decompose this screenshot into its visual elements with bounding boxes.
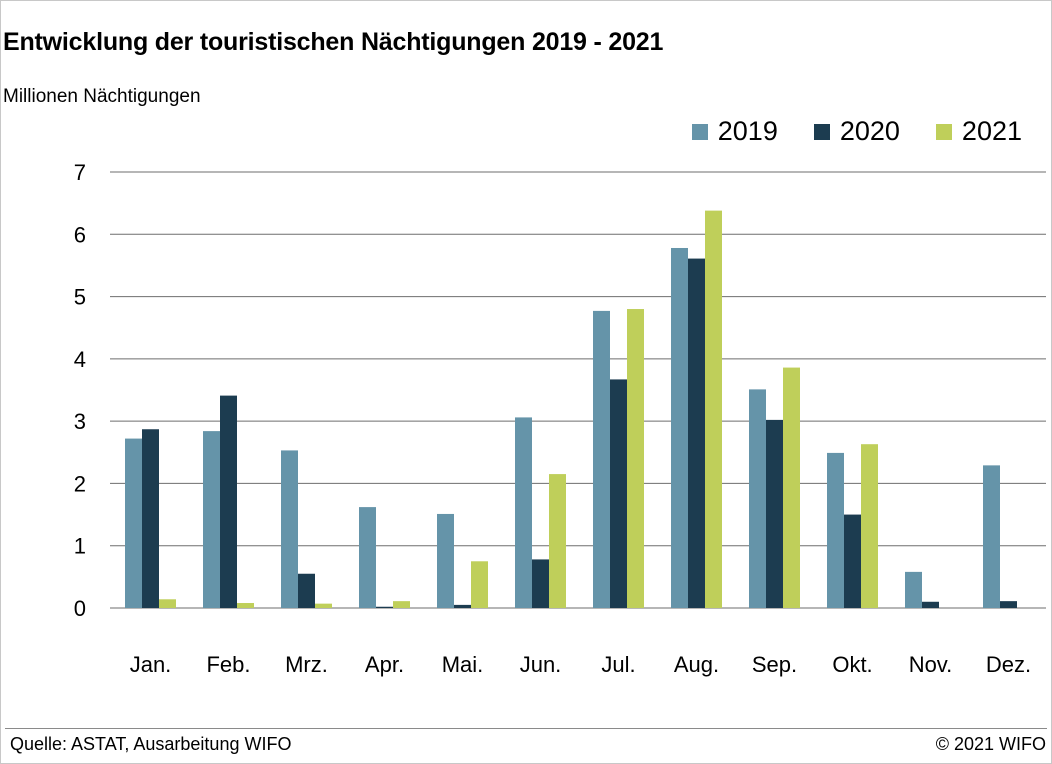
bar-2020-okt <box>844 514 861 608</box>
bar-2020-jul <box>610 379 627 608</box>
bar-2019-jul <box>593 310 610 608</box>
bar-2019-nov <box>905 571 922 608</box>
bar-2019-okt <box>827 452 844 608</box>
bar-2021-okt <box>861 444 878 608</box>
y-tick-label: 1 <box>74 534 86 559</box>
x-tick-label: Nov. <box>909 652 953 677</box>
legend-swatch-2019 <box>691 123 708 140</box>
bar-2019-feb <box>203 431 220 608</box>
bar-2021-sep <box>783 367 800 608</box>
legend-label-2019: 2019 <box>717 116 778 146</box>
bar-2021-jun <box>549 474 566 608</box>
bar-2020-dez <box>1000 601 1017 608</box>
bar-2019-sep <box>749 389 766 608</box>
x-tick-label: Jun. <box>520 652 562 677</box>
legend-item-2021: 2021 <box>935 116 1022 147</box>
x-tick-label: Sep. <box>752 652 797 677</box>
legend-item-2020: 2020 <box>813 116 900 147</box>
bar-2020-feb <box>220 395 237 608</box>
bar-2020-mrz <box>298 573 315 608</box>
bar-2020-apr <box>376 606 393 608</box>
x-tick-label: Apr. <box>365 652 404 677</box>
bar-2020-aug <box>688 258 705 608</box>
bar-2020-jan <box>142 429 159 608</box>
chart-title: Entwicklung der touristischen Nächtigung… <box>3 28 664 56</box>
bar-2019-mai <box>437 513 454 608</box>
bar-2021-jan <box>159 599 176 608</box>
unit-label: Millionen Nächtigungen <box>3 86 201 107</box>
y-tick-label: 4 <box>74 347 86 372</box>
y-tick-label: 7 <box>74 160 86 185</box>
bar-2021-jul <box>627 309 644 608</box>
source-note: Quelle: ASTAT, Ausarbeitung WIFO <box>10 734 292 754</box>
bar-2019-dez <box>983 465 1000 608</box>
y-tick-label: 5 <box>74 285 86 310</box>
x-tick-label: Okt. <box>832 652 872 677</box>
y-tick-label: 0 <box>74 596 86 621</box>
x-tick-label: Mrz. <box>285 652 328 677</box>
footer-divider <box>5 728 1047 729</box>
copyright-note: © 2021 WIFO <box>935 734 1046 754</box>
x-tick-label: Dez. <box>986 652 1031 677</box>
legend-label-2020: 2020 <box>839 116 900 146</box>
y-tick-label: 2 <box>74 471 86 496</box>
x-tick-label: Mai. <box>442 652 484 677</box>
bar-2020-nov <box>922 601 939 608</box>
bar-2021-feb <box>237 603 254 608</box>
x-tick-label: Jul. <box>601 652 635 677</box>
bar-chart: 0 1 2 3 4 5 6 7 Jan. Feb. Mrz. Apr. Mai. Jun. Jul. Aug.… <box>74 160 1046 677</box>
y-tick-label: 6 <box>74 222 86 247</box>
bar-2021-apr <box>393 601 410 608</box>
bar-2019-mrz <box>281 450 298 608</box>
legend-label-2021: 2021 <box>961 116 1022 146</box>
bar-2019-jan <box>125 438 142 608</box>
legend-swatch-2021 <box>935 123 952 140</box>
bar-2021-mai <box>471 561 488 608</box>
legend: 2019 2020 2021 <box>691 116 1022 147</box>
bar-2020-mai <box>454 604 471 608</box>
legend-item-2019: 2019 <box>691 116 778 147</box>
legend-swatch-2020 <box>813 123 830 140</box>
x-tick-label: Aug. <box>674 652 719 677</box>
x-tick-label: Feb. <box>206 652 250 677</box>
bar-2021-aug <box>705 210 722 609</box>
x-tick-label: Jan. <box>130 652 172 677</box>
bar-2020-sep <box>766 419 783 608</box>
y-tick-label: 3 <box>74 409 86 434</box>
bar-2019-apr <box>359 507 376 608</box>
bar-2021-mrz <box>315 603 332 608</box>
bar-2020-jun <box>532 559 549 608</box>
bar-2019-jun <box>515 417 532 608</box>
bar-2019-aug <box>671 247 688 608</box>
